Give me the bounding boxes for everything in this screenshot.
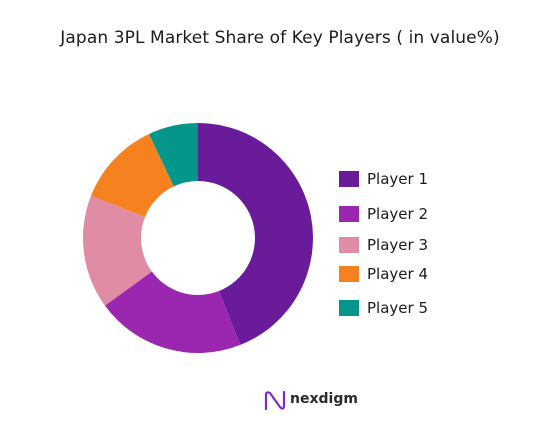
legend-label-player-4: Player 4: [367, 265, 428, 283]
legend-label-player-5: Player 5: [367, 299, 428, 317]
donut-slice-player-1: [198, 123, 313, 345]
brand-name: nexdigm: [290, 391, 358, 407]
legend-label-player-1: Player 1: [367, 170, 428, 188]
legend-swatch-player-2: [339, 206, 359, 222]
legend-label-player-3: Player 3: [367, 236, 428, 254]
donut-slice-player-2: [104, 271, 241, 353]
legend-label-player-2: Player 2: [367, 205, 428, 223]
donut-slice-player-3: [82, 195, 152, 306]
donut-slice-player-4: [91, 133, 174, 218]
nexdigm-logo-icon: [264, 390, 286, 411]
legend-swatch-player-1: [339, 171, 359, 187]
donut-slices: [82, 123, 313, 353]
donut-slice-player-5: [149, 123, 198, 187]
chart-title: Japan 3PL Market Share of Key Players ( …: [60, 28, 500, 48]
legend-swatch-player-4: [339, 266, 359, 282]
legend-swatch-player-5: [339, 300, 359, 316]
legend-swatch-player-3: [339, 237, 359, 253]
